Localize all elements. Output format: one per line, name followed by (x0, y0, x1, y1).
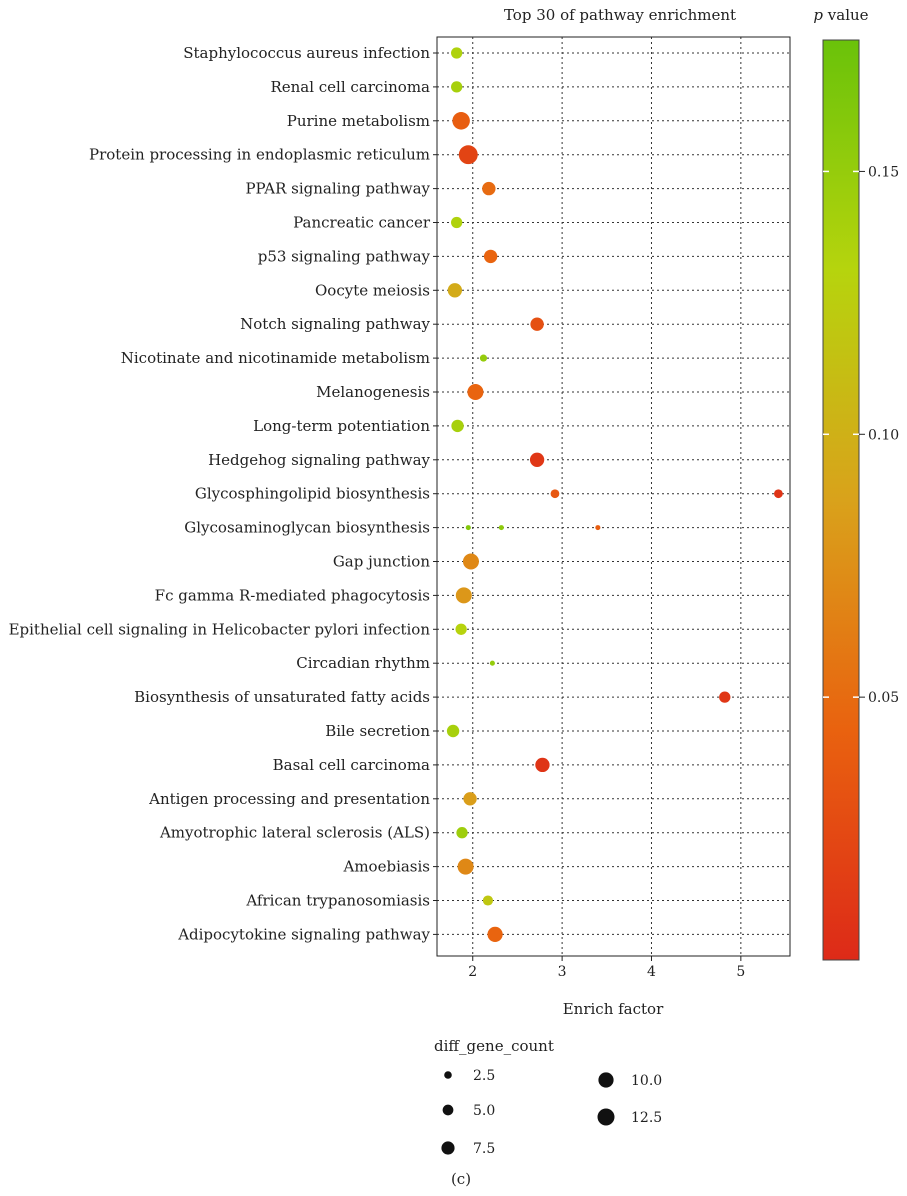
data-point (550, 489, 560, 499)
category-label: Bile secretion (325, 722, 430, 740)
plot-frame (436, 36, 791, 957)
p-value-colorbar: 0.05 0.10 0.15 p value (813, 6, 899, 961)
data-point (719, 691, 731, 703)
size-legend-label: 2.5 (473, 1068, 495, 1084)
data-point (489, 660, 495, 666)
data-point (482, 895, 493, 906)
category-label: Glycosphingolipid biosynthesis (195, 485, 430, 503)
category-label: Notch signaling pathway (240, 315, 430, 333)
category-label: Oocyte meiosis (315, 281, 430, 299)
data-point (446, 724, 460, 738)
data-point (451, 81, 463, 93)
colorbar-title: p value (813, 6, 868, 24)
data-point (483, 249, 498, 264)
x-tick-label: 4 (647, 964, 656, 980)
data-point (462, 553, 479, 570)
figure-caption: (c) (451, 1170, 471, 1188)
data-point (452, 112, 470, 130)
x-tick-label: 2 (468, 964, 477, 980)
data-point (447, 283, 463, 298)
data-point (458, 145, 478, 165)
data-point (535, 757, 550, 773)
size-legend-label: 7.5 (473, 1141, 495, 1157)
colorbar-title-italic: p (813, 6, 823, 24)
size-legend-swatch (597, 1108, 615, 1126)
colorbar-tick-label: 0.15 (868, 164, 899, 180)
size-legend-title: diff_gene_count (434, 1037, 554, 1055)
size-legend-label: 12.5 (631, 1110, 662, 1126)
data-point (487, 926, 503, 942)
x-axis-label: Enrich factor (563, 1000, 664, 1018)
colorbar-tick-label: 0.05 (868, 690, 899, 706)
category-label: Circadian rhythm (296, 654, 430, 672)
size-legend-label: 5.0 (473, 1103, 495, 1119)
size-legend: diff_gene_count 2.5 5.0 7.5 10.0 12.5 (434, 1037, 662, 1157)
data-point (529, 452, 545, 467)
data-point (456, 827, 468, 839)
colorbar-gradient (822, 39, 860, 961)
category-label: Gap junction (333, 553, 431, 571)
category-label: Epithelial cell signaling in Helicobacte… (9, 620, 431, 638)
category-label: p53 signaling pathway (258, 247, 431, 265)
category-label: African trypanosomiasis (245, 892, 430, 910)
chart-title: Top 30 of pathway enrichment (504, 6, 736, 24)
category-label: Melanogenesis (316, 383, 430, 401)
category-label: Fc gamma R-mediated phagocytosis (155, 586, 430, 604)
category-label: Long-term potentiation (253, 417, 430, 435)
category-label: Amoebiasis (343, 858, 431, 876)
category-label: Staphylococcus aureus infection (183, 44, 430, 62)
category-label: Pancreatic cancer (293, 214, 431, 232)
category-label: Antigen processing and presentation (148, 790, 430, 808)
category-label: PPAR signaling pathway (245, 180, 430, 198)
category-label: Purine metabolism (287, 112, 430, 130)
size-legend-swatch (598, 1072, 614, 1088)
data-point (451, 419, 464, 433)
size-legend-label: 10.0 (631, 1073, 662, 1089)
category-label: Hedgehog signaling pathway (208, 451, 430, 469)
size-legend-swatch (441, 1141, 455, 1155)
category-label: Amyotrophic lateral sclerosis (ALS) (159, 824, 430, 842)
data-point (479, 354, 488, 362)
data-point (451, 47, 463, 59)
data-point (455, 623, 467, 635)
data-point (455, 587, 472, 604)
category-label: Glycosaminoglycan biosynthesis (184, 519, 430, 537)
category-label: Nicotinate and nicotinamide metabolism (121, 349, 430, 367)
data-point (482, 181, 496, 196)
colorbar-title-rest: value (823, 6, 869, 24)
colorbar-tick-label: 0.10 (868, 427, 899, 443)
data-point (465, 525, 471, 531)
data-point (457, 858, 474, 875)
size-legend-swatch (444, 1071, 452, 1079)
x-tick-label: 5 (736, 964, 745, 980)
category-label: Adipocytokine signaling pathway (177, 925, 430, 943)
data-point (463, 792, 477, 806)
data-point (498, 525, 504, 531)
data-point (595, 525, 601, 531)
data-point (467, 384, 484, 400)
category-label: Renal cell carcinoma (270, 78, 430, 96)
x-tick-label: 3 (558, 964, 567, 980)
category-label: Protein processing in endoplasmic reticu… (89, 146, 430, 164)
category-label: Biosynthesis of unsaturated fatty acids (134, 688, 430, 706)
size-legend-swatch (442, 1104, 454, 1116)
data-point (774, 489, 783, 499)
data-point (451, 216, 463, 229)
category-label: Basal cell carcinoma (273, 756, 430, 774)
plot-area: Staphylococcus aureus infection Renal cel… (9, 36, 791, 980)
data-point (530, 317, 544, 331)
